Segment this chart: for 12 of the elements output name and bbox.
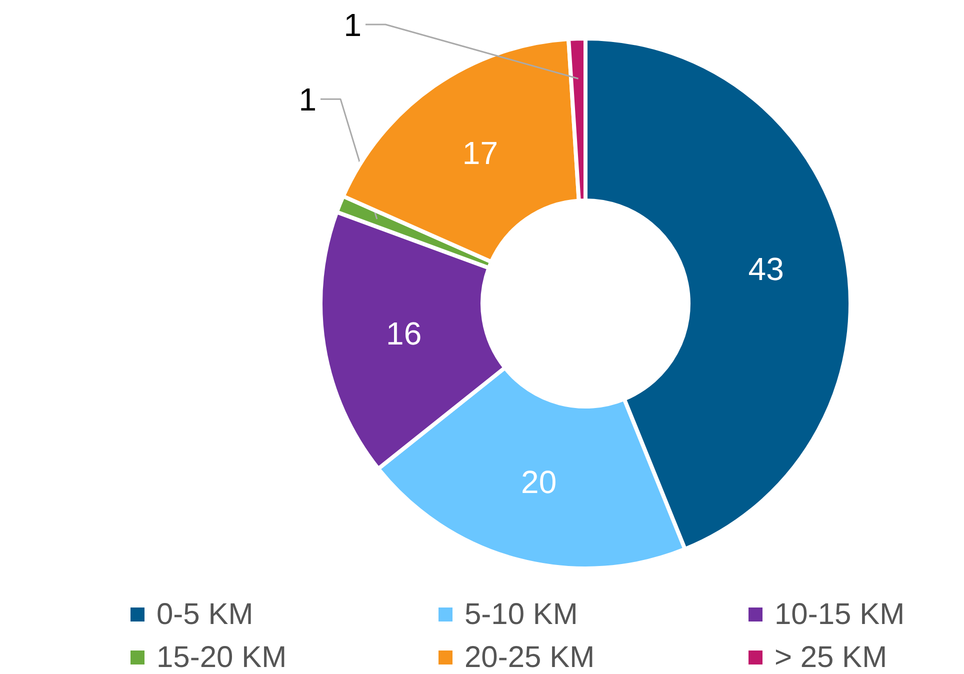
legend-label: 10-15 KM	[774, 598, 905, 631]
legend-label: 15-20 KM	[156, 641, 287, 674]
data-label: 1	[298, 82, 316, 118]
data-label: 1	[344, 7, 362, 43]
legend-label: > 25 KM	[774, 641, 888, 674]
data-label: 17	[462, 135, 498, 172]
data-label: 20	[521, 464, 557, 500]
data-label: 43	[748, 250, 784, 287]
legend-label: 0-5 KM	[156, 598, 254, 631]
legend-label: 5-10 KM	[464, 598, 578, 631]
data-label: 16	[386, 315, 422, 352]
legend-label: 20-25 KM	[464, 641, 595, 674]
